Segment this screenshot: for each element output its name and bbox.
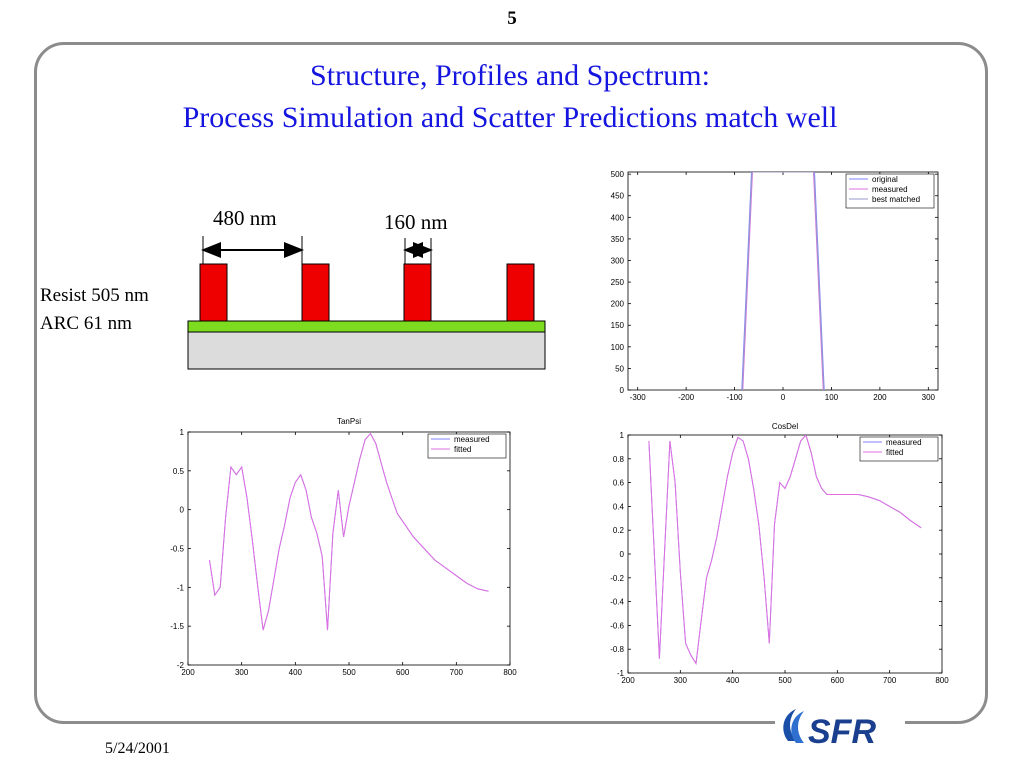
cosdel-y-tick-label: 0.2 [613,526,625,535]
tanpsi-y-tick-label: -1 [177,583,185,592]
tanpsi-y-tick-label: -0.5 [170,545,184,554]
profile-x-tick-label: -100 [727,393,744,402]
profile-chart: -300 -200 -100 0 100 200 300 0 50 100 150 200 250 300… [611,170,939,402]
profile-legend-label: best matched [872,195,920,204]
cosdel-legend [859,436,939,462]
tanpsi-y-tick-label: 0 [180,506,185,515]
tanpsi-y-tick-label: 1 [180,428,185,437]
profile-series-best-matched [741,172,825,390]
cosdel-y-tick-label: -0.4 [610,598,624,607]
profile-x-tick-label: -200 [678,393,695,402]
tanpsi-x-tick-label: 500 [342,668,356,677]
profile-y-tick-label: 500 [611,170,625,179]
cosdel-chart: CosDel 200 300 400 500 600 700 800 -1 -0.8 -0.6 -0.… [610,422,949,685]
tanpsi-x-tick-label: 300 [235,668,249,677]
resist-label: Resist 505 nm [40,285,149,306]
profile-y-tick-label: 350 [611,235,625,244]
slide-title-line2: Process Simulation and Scatter Predictio… [182,101,838,134]
pitch-label: 480 nm [213,206,277,230]
profile-x-tick-label: 0 [781,393,786,402]
cosdel-plot-frame [627,434,943,674]
slide-title-line1: Structure, Profiles and Spectrum: [310,59,710,92]
profile-y-tick-label: 100 [611,343,625,352]
tanpsi-x-tick-label: 800 [503,668,517,677]
cosdel-series-measured [648,435,922,665]
logo-swoosh [783,709,804,743]
cosdel-x-tick-label: 300 [674,676,688,685]
cosdel-y-tick-label: 0 [620,550,625,559]
profile-y-tick-label: 0 [620,386,625,395]
tanpsi-series-fitted [209,432,489,631]
tanpsi-legend-label: measured [454,435,490,444]
cosdel-legend-label: fitted [886,448,903,457]
footer-date: 5/24/2001 [105,740,170,757]
tanpsi-legend [427,433,507,459]
cosdel-legend-label: measured [886,438,922,447]
profile-x-tick-label: -300 [630,393,647,402]
cosdel-x-tick-label: 500 [778,676,792,685]
profile-series-original [741,172,825,390]
profile-y-tick-label: 150 [611,321,625,330]
cosdel-y-tick-label: 0.8 [613,455,625,464]
page-number: 5 [507,8,517,29]
tanpsi-x-tick-label: 400 [289,668,303,677]
tanpsi-x-tick-label: 700 [450,668,464,677]
tanpsi-y-tick-label: 0.5 [173,467,185,476]
width-label: 160 nm [384,210,448,234]
frame-gap [775,716,905,732]
profile-y-tick-label: 250 [611,278,625,287]
cosdel-title: CosDel [772,422,798,431]
sfr-logo: SFR [783,709,876,751]
tanpsi-title: TanPsi [337,417,361,426]
cosdel-y-tick-label: 0.6 [613,479,625,488]
tanpsi-y-tick-label: -1.5 [170,622,184,631]
cosdel-x-tick-label: 600 [831,676,845,685]
cosdel-series-fitted [648,435,922,665]
profile-legend [845,173,935,209]
cosdel-x-tick-label: 800 [935,676,949,685]
tanpsi-y-tick-label: -2 [177,661,185,670]
profile-y-tick-label: 450 [611,192,625,201]
tanpsi-legend-label: fitted [454,445,471,454]
cosdel-y-tick-label: -1 [617,669,625,678]
tanpsi-chart: TanPsi 200 300 400 500 600 700 800 -2 -1.5 -1 -0.5 0… [170,417,517,677]
profile-x-tick-label: 200 [873,393,887,402]
profile-y-tick-label: 300 [611,256,625,265]
cosdel-y-tick-label: -0.8 [610,645,624,654]
profile-legend-label: measured [872,185,908,194]
cosdel-y-tick-label: -0.2 [610,574,624,583]
slide-frame [34,42,988,724]
arc-label: ARC 61 nm [40,313,132,334]
tanpsi-x-tick-label: 600 [396,668,410,677]
cosdel-x-tick-label: 200 [621,676,635,685]
profile-series-measured [742,172,824,390]
cosdel-y-tick-label: -0.6 [610,621,624,630]
profile-y-tick-label: 200 [611,300,625,309]
profile-x-tick-label: 300 [922,393,936,402]
profile-x-tick-label: 100 [825,393,839,402]
tanpsi-x-tick-label: 200 [181,668,195,677]
tanpsi-plot-frame [187,431,511,666]
cosdel-y-tick-label: 0.4 [613,502,625,511]
profile-y-tick-label: 50 [615,364,624,373]
cosdel-y-tick-label: 1 [620,431,625,440]
logo-text: SFR [808,713,876,751]
cosdel-x-tick-label: 700 [883,676,897,685]
cosdel-x-tick-label: 400 [726,676,740,685]
profile-legend-label: original [872,175,898,184]
profile-y-tick-label: 400 [611,213,625,222]
